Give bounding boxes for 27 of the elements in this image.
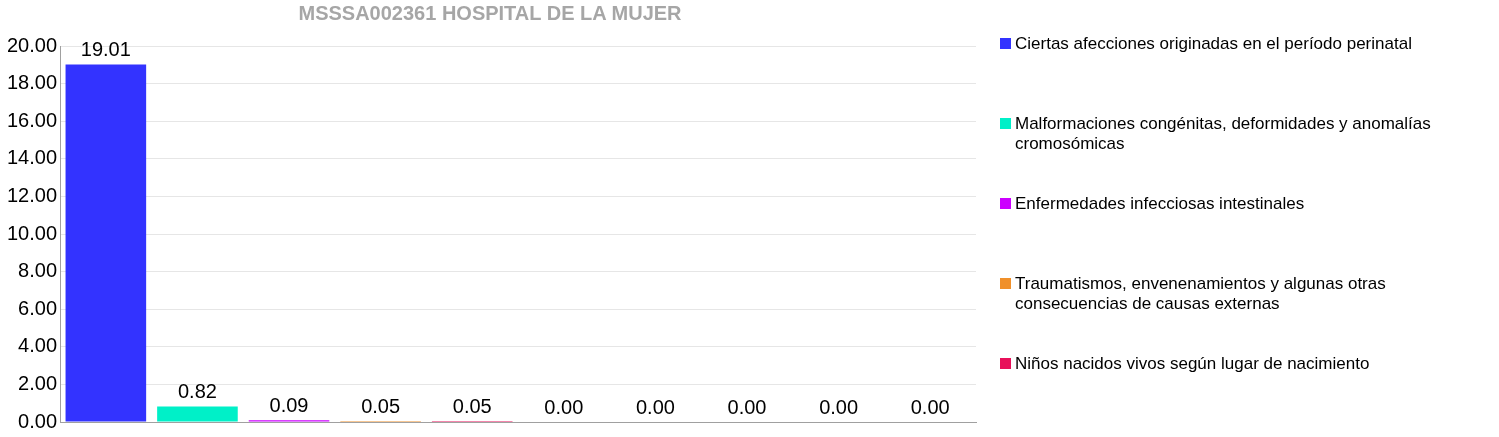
legend-label: Niños nacidos vivos según lugar de nacimiento — [1015, 354, 1370, 374]
y-tick-label: 18.00 — [6, 71, 58, 94]
data-label: 0.00 — [544, 395, 584, 418]
data-label: 0.82 — [177, 380, 217, 403]
data-label: 19.01 — [80, 38, 131, 61]
y-tick-label: 2.00 — [18, 371, 58, 394]
chart-title: MSSSA002361 HOSPITAL DE LA MUJER — [298, 1, 683, 24]
data-label: 0.00 — [819, 395, 859, 418]
y-tick-label: 8.00 — [18, 259, 58, 282]
y-tick-label: 14.00 — [6, 146, 58, 169]
y-tick-label: 0.00 — [18, 409, 58, 432]
y-tick-label: 6.00 — [18, 296, 58, 319]
y-tick-label: 12.00 — [6, 183, 58, 206]
data-label: 0.05 — [452, 394, 492, 417]
data-label: 0.05 — [361, 394, 401, 417]
legend-label: Traumatismos, envenenamientos y algunas otras consecuencias de causas externas — [1015, 274, 1387, 314]
y-tick-label: 4.00 — [18, 334, 58, 357]
legend-label: Ciertas afecciones originadas en el período perinatal — [1015, 34, 1412, 54]
legend-label: Enfermedades infecciosas intestinales — [1015, 194, 1305, 214]
data-label: 0.00 — [727, 395, 767, 418]
data-label: 0.00 — [635, 395, 675, 418]
y-tick-label: 16.00 — [6, 108, 58, 131]
data-label: 0.00 — [910, 395, 950, 418]
y-tick-label: 10.00 — [6, 221, 58, 244]
legend-label: Malformaciones congénitas, deformidades y anomalías cromosómicas — [1015, 114, 1432, 154]
data-label: 0.09 — [269, 393, 309, 416]
y-tick-label: 20.00 — [6, 33, 58, 56]
